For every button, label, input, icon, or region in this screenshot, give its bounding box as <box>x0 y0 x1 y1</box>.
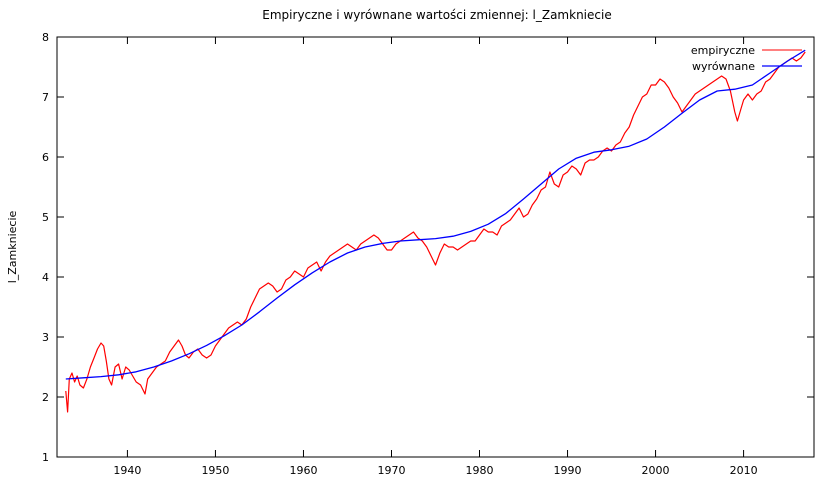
y-tick-label: 6 <box>42 151 49 164</box>
y-tick-label: 8 <box>42 31 49 44</box>
x-tick-label: 1990 <box>554 464 582 477</box>
plot-frame <box>56 36 815 458</box>
y-tick-label: 3 <box>42 331 49 344</box>
series-line-wyrownane <box>65 49 806 380</box>
x-tick-label: 1960 <box>289 464 317 477</box>
y-tick-label: 4 <box>42 271 49 284</box>
y-tick-label: 1 <box>42 451 49 464</box>
series-line-empiryczne <box>65 51 806 413</box>
x-tick-label: 2000 <box>642 464 670 477</box>
y-tick-label: 7 <box>42 91 49 104</box>
chart-title: Empiryczne i wyrównane wartości zmiennej… <box>262 8 611 22</box>
x-tick-label: 2010 <box>730 464 758 477</box>
y-tick-label: 2 <box>42 391 49 404</box>
y-axis: 1 2 3 4 5 6 7 8 <box>42 31 814 464</box>
x-tick-label: 1980 <box>466 464 494 477</box>
legend-label-empiryczne: empiryczne <box>691 44 755 57</box>
x-axis: 1940 1950 1960 1970 1980 1990 2000 2010 <box>113 37 758 477</box>
legend: empiryczne wyrównane <box>691 44 802 73</box>
x-tick-label: 1970 <box>377 464 405 477</box>
series-layer <box>65 49 806 413</box>
x-tick-label: 1950 <box>201 464 229 477</box>
legend-label-wyrownane: wyrównane <box>692 60 755 73</box>
y-tick-label: 5 <box>42 211 49 224</box>
y-axis-label: l_Zamkniecie <box>6 210 19 283</box>
x-tick-label: 1940 <box>113 464 141 477</box>
